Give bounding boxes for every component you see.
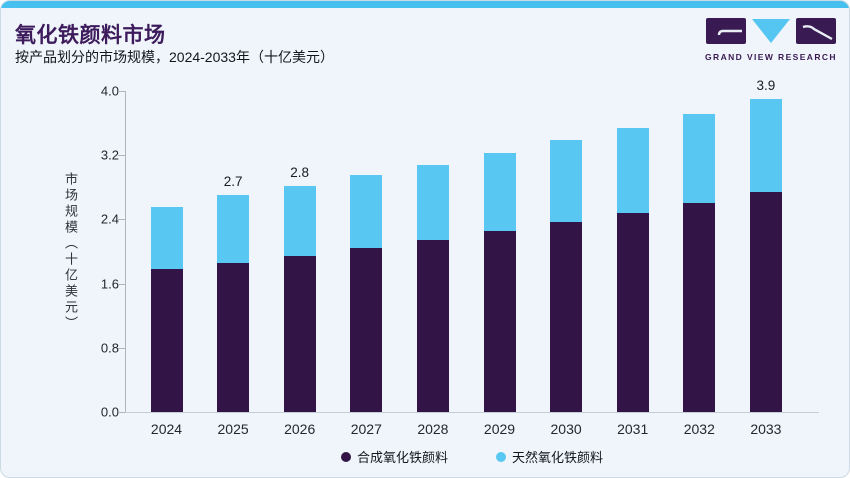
legend-item: 合成氧化铁颜料 [340,447,448,466]
bar-segment-synthetic [283,255,316,412]
bar-segment-synthetic [616,213,649,412]
brand-logo: GRAND VIEW RESEARCH [703,18,839,62]
bar-segment-synthetic [350,247,383,412]
y-tick-mark [118,91,125,92]
x-axis-line [125,412,819,413]
bar-segment-natural [483,152,516,231]
y-axis-line [125,91,126,413]
y-tick-mark [118,155,125,156]
y-tick-label: 0.8 [100,340,119,356]
bar-segment-natural [416,164,449,240]
x-tick-label: 2027 [350,421,382,437]
bar-2032 [683,91,716,412]
bar-segment-natural [150,206,183,270]
brand-logo-text: GRAND VIEW RESEARCH [705,52,837,62]
bar-segment-synthetic [749,192,782,412]
bar-value-label: 3.9 [756,78,776,93]
y-tick-label: 0.0 [100,404,119,420]
x-tick-label: 2031 [617,421,649,437]
page-title: 氧化铁颜料市场 [15,24,166,47]
bar-2026 [283,91,316,412]
bar-value-label: 2.7 [223,174,243,190]
y-tick-label: 2.4 [100,211,119,227]
bar-2024 [150,91,183,412]
x-tick-label: 2032 [683,421,715,437]
x-tick-label: 2029 [483,421,516,437]
bar-segment-synthetic [150,269,183,412]
top-accent-bar [1,1,849,8]
x-tick-label: 2030 [550,421,582,437]
y-tick-mark [118,284,125,285]
bar-2029 [483,91,516,412]
bar-2028 [416,91,449,412]
legend-item: 天然氧化铁颜料 [496,447,603,466]
bar-segment-synthetic [483,230,516,412]
bar-segment-natural [217,195,250,263]
bar-value-label: 2.8 [290,164,310,180]
legend-label: 天然氧化铁颜料 [512,450,604,465]
y-tick-mark [118,412,125,413]
bar-2025 [217,91,250,412]
y-axis-title-wrap: 市场规模（十亿美元） [61,91,80,412]
y-tick-label: 3.2 [100,147,119,163]
bar-segment-natural [350,175,383,248]
legend: 合成氧化铁颜料 天然氧化铁颜料 [125,447,819,466]
bar-segment-natural [283,185,316,256]
y-axis-title: 市场规模（十亿美元） [63,171,78,332]
legend-dot-icon [340,451,351,462]
bar-segment-natural [749,99,782,193]
bar-segment-synthetic [416,239,449,412]
bar-2027 [350,91,383,412]
bar-segment-natural [683,114,716,204]
x-tick-label: 2028 [417,421,449,437]
legend-label: 合成氧化铁颜料 [356,450,448,465]
bar-segment-natural [616,127,649,213]
bar-segment-synthetic [683,203,716,412]
y-tick-mark [118,219,125,220]
bar-segment-natural [550,139,583,222]
y-tick-label: 4.0 [100,83,119,99]
y-tick-label: 1.6 [100,276,119,292]
bar-2031 [616,91,649,412]
x-tick-label: 2025 [217,421,249,437]
x-tick-label: 2024 [150,421,183,437]
legend-dot-icon [496,451,506,462]
x-tick-label: 2033 [750,421,782,437]
chart-subtitle: 按产品划分的市场规模，2024-2033年（十亿美元） [15,49,334,65]
gvr-logo-icon [706,18,836,44]
bar-segment-synthetic [550,221,583,412]
y-tick-mark [118,348,125,349]
bar-2033 [749,91,782,412]
bar-segment-synthetic [217,262,250,412]
x-tick-label: 2026 [284,421,316,437]
bar-2030 [550,91,583,412]
